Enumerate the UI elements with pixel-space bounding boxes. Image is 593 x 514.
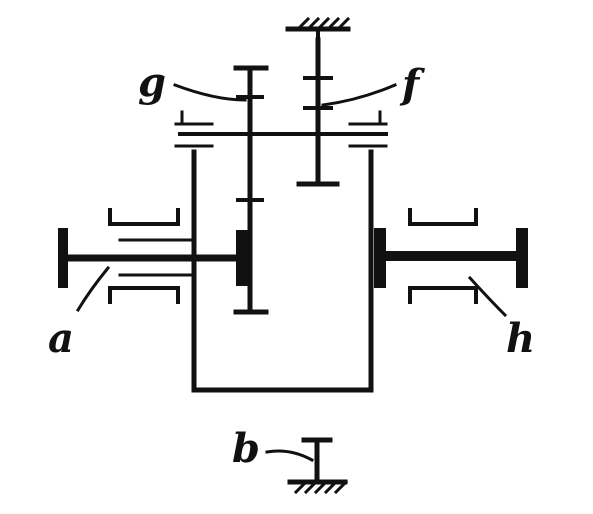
label-b: b <box>232 425 260 472</box>
label-h: h <box>506 315 535 362</box>
bottom-ground-hatch <box>287 437 349 495</box>
gear-f <box>296 37 340 187</box>
right-bearing <box>408 208 478 304</box>
input-shaft-a <box>58 228 250 288</box>
left-upper-bearing <box>174 110 214 148</box>
leader-lines <box>75 83 508 463</box>
left-bearing <box>108 208 180 304</box>
label-g: g <box>138 59 166 106</box>
top-ground-hatch <box>285 16 351 42</box>
output-shaft-h <box>374 228 528 288</box>
label-f: f <box>399 61 425 108</box>
right-upper-bearing <box>348 110 388 148</box>
label-a: a <box>48 315 74 362</box>
carrier-b <box>191 149 374 393</box>
